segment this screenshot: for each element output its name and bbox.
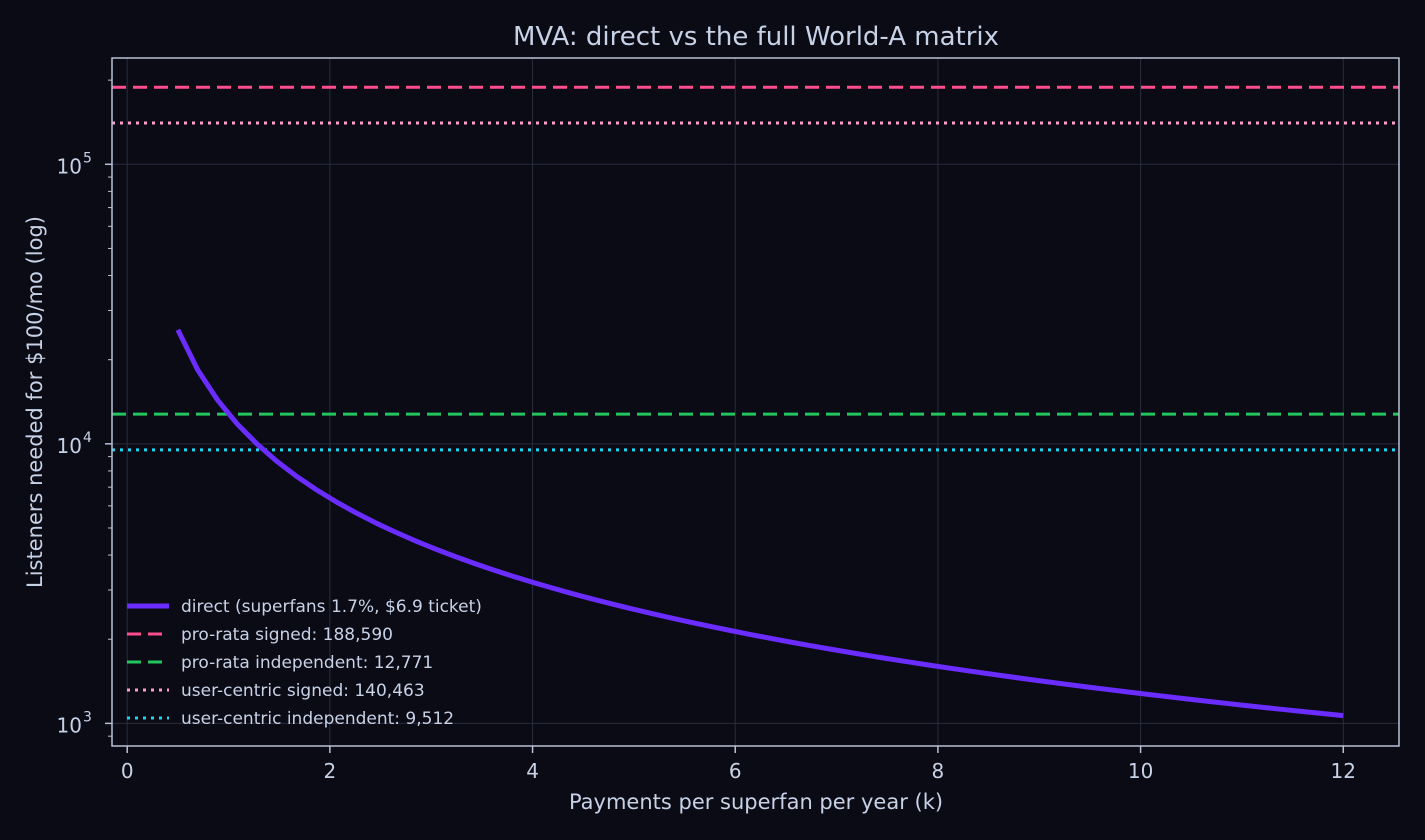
- y-tick-exponent: 4: [83, 430, 92, 446]
- legend-label: pro-rata independent: 12,771: [181, 653, 433, 673]
- y-tick-exponent: 3: [83, 709, 92, 725]
- chart-title: MVA: direct vs the full World-A matrix: [513, 22, 999, 52]
- x-tick-label: 12: [1331, 759, 1356, 783]
- series-lines: [175, 328, 1344, 719]
- x-tick-label: 10: [1128, 759, 1153, 783]
- plot-area: [112, 58, 1399, 746]
- x-tick-label: 0: [121, 759, 134, 783]
- x-axis-label: Payments per superfan per year (k): [569, 790, 943, 814]
- x-tick-label: 2: [324, 759, 337, 783]
- legend-label: user-centric signed: 140,463: [181, 681, 425, 701]
- legend-label: direct (superfans 1.7%, $6.9 ticket): [181, 597, 482, 617]
- reference-lines: [112, 85, 1399, 452]
- y-tick-label: 10: [57, 154, 82, 178]
- legend: direct (superfans 1.7%, $6.9 ticket) pro-…: [127, 597, 482, 729]
- y-tick-exponent: 5: [83, 150, 92, 166]
- x-tick-label: 4: [526, 759, 539, 783]
- x-tick-label: 6: [729, 759, 742, 783]
- x-tick-label: 8: [932, 759, 945, 783]
- y-axis-label: Listeners needed for $100/mo (log): [23, 216, 47, 588]
- plot-frame: [111, 57, 1400, 747]
- legend-label: pro-rata signed: 188,590: [181, 625, 393, 645]
- direct-series-line: [175, 328, 1344, 719]
- y-tick-label: 10: [57, 434, 82, 458]
- grid-lines: [112, 58, 1399, 746]
- legend-label: user-centric independent: 9,512: [181, 709, 454, 729]
- y-tick-label: 10: [57, 713, 82, 737]
